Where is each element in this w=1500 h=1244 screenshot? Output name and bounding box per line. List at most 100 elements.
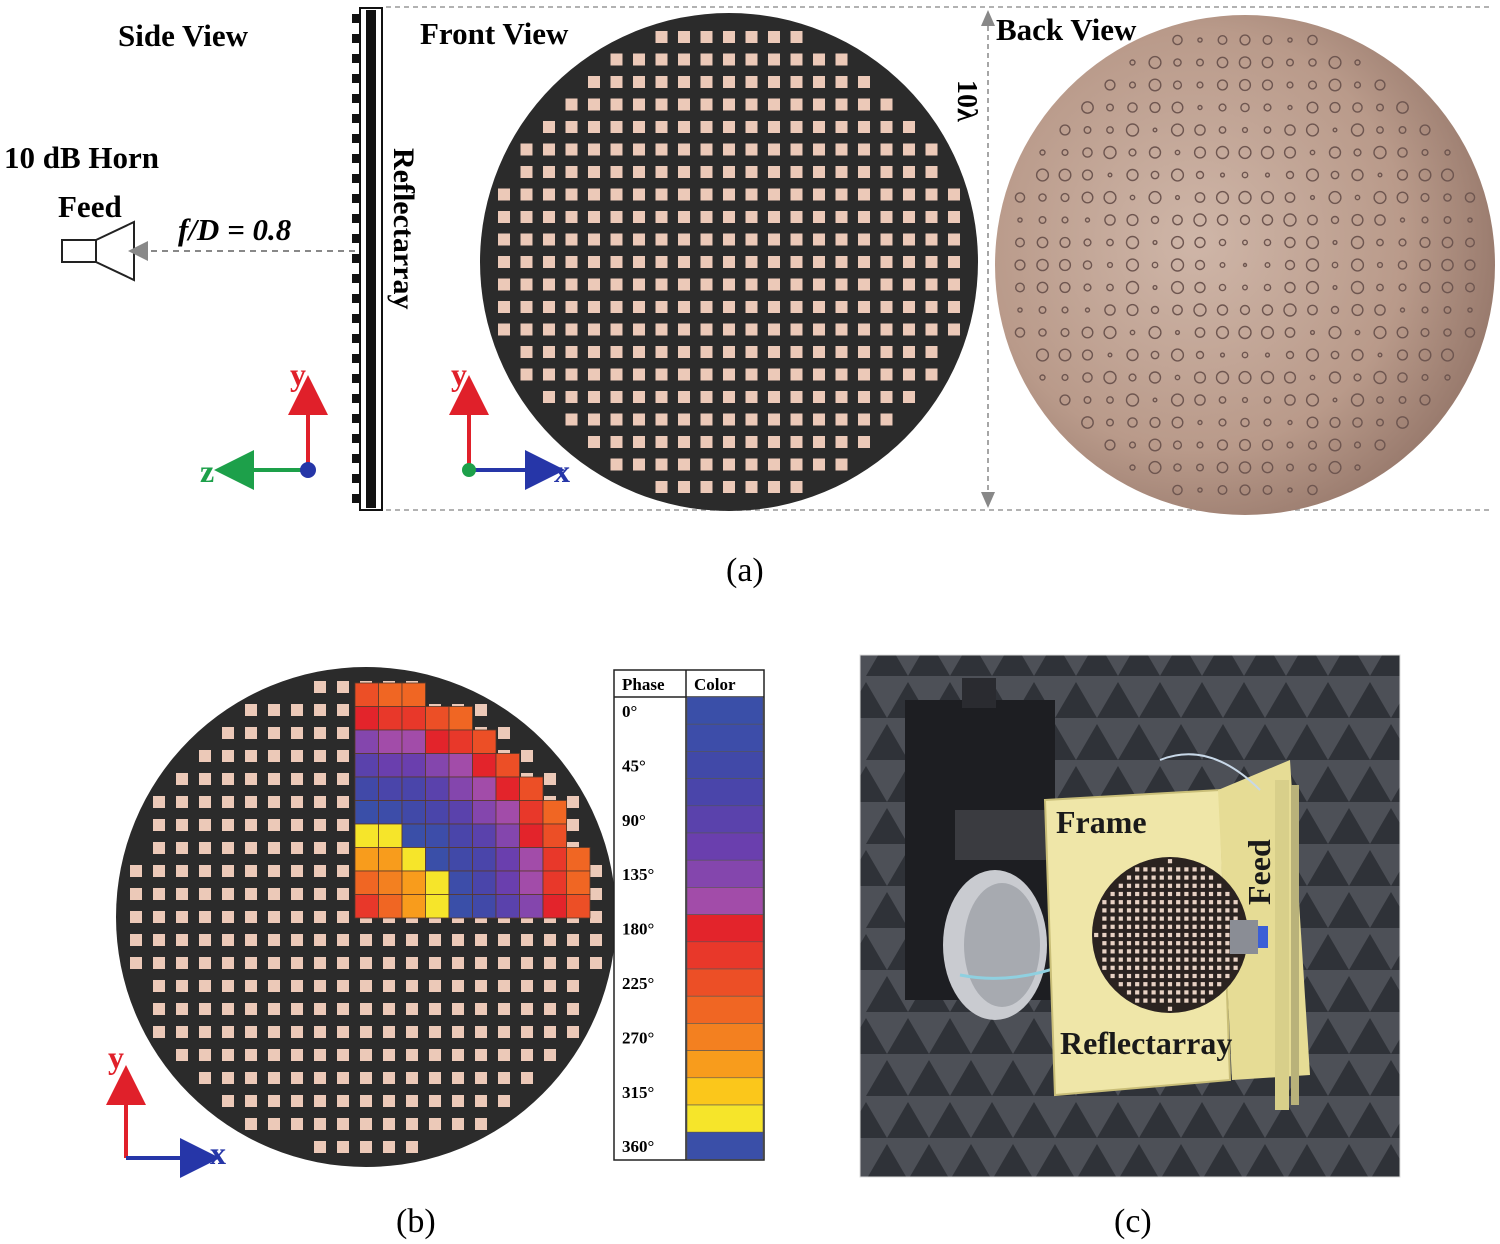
- phase-map-patch: [314, 681, 326, 693]
- phase-map-patch: [383, 1049, 395, 1061]
- back-ring: [1421, 148, 1429, 157]
- front-patch: [678, 143, 690, 156]
- photo-patch: [1176, 867, 1181, 872]
- front-patch: [565, 256, 578, 268]
- front-patch: [633, 458, 645, 471]
- front-patch: [790, 98, 803, 111]
- back-ring: [1195, 58, 1204, 67]
- phase-map-patch: [222, 957, 234, 969]
- phase-cell: [425, 847, 450, 872]
- back-ring: [1441, 258, 1454, 272]
- phase-map-patch: [245, 796, 257, 808]
- back-ring: [1215, 325, 1230, 340]
- phase-map-patch: [383, 980, 395, 992]
- phase-cell: [401, 706, 426, 731]
- absorber-pyramid: [993, 1144, 1033, 1177]
- absorber-pyramid: [1013, 1102, 1055, 1138]
- phase-cell: [354, 800, 379, 825]
- back-ring: [1332, 284, 1338, 291]
- front-patch: [498, 233, 510, 246]
- photo-patch: [1135, 932, 1140, 938]
- phase-map-patch: [153, 957, 165, 969]
- back-ring: [1148, 55, 1162, 70]
- absorber-pyramid: [1307, 682, 1349, 718]
- phase-cell: [472, 847, 497, 872]
- front-patch: [610, 121, 623, 133]
- front-patch: [790, 346, 803, 358]
- photo-patch: [1192, 900, 1197, 905]
- front-patch: [903, 301, 915, 313]
- back-ring: [1218, 238, 1227, 247]
- front-patch: [858, 391, 870, 403]
- phase-cell: [378, 753, 403, 778]
- back-ring: [1350, 393, 1365, 407]
- back-ring: [1241, 171, 1249, 179]
- back-ring: [1197, 487, 1203, 493]
- absorber-pyramid: [1328, 1060, 1370, 1096]
- phase-map-patch: [383, 1095, 395, 1107]
- front-patch: [880, 98, 893, 111]
- front-patch: [903, 278, 915, 291]
- photo-patch: [1192, 932, 1197, 938]
- front-patch: [768, 278, 780, 291]
- front-patch: [768, 413, 780, 426]
- front-patch: [565, 121, 578, 133]
- absorber-pyramid: [1055, 1186, 1097, 1222]
- phase-map-patch: [176, 957, 188, 969]
- absorber-pyramid: [1370, 655, 1400, 676]
- photo-patch: [1225, 908, 1230, 913]
- side-view-label: Side View: [118, 18, 249, 53]
- absorber-pyramid: [1076, 655, 1118, 676]
- photo-patch: [1192, 867, 1197, 872]
- absorber-pyramid: [1181, 1102, 1223, 1138]
- front-patch: [633, 301, 645, 313]
- absorber-pyramid: [1349, 850, 1391, 886]
- front-patch: [633, 413, 645, 426]
- side-patch: [352, 414, 360, 423]
- front-patch: [723, 121, 735, 133]
- front-patch: [768, 481, 780, 493]
- photo-patch: [1151, 916, 1156, 921]
- front-patch: [723, 98, 735, 111]
- phase-map-patch: [521, 1026, 533, 1038]
- phase-map-patch: [406, 1141, 418, 1153]
- front-patch: [813, 256, 825, 268]
- front-patch: [723, 53, 735, 66]
- back-ring: [1150, 350, 1160, 360]
- front-patch: [655, 31, 668, 43]
- absorber-pyramid: [992, 1060, 1034, 1096]
- back-ring: [1197, 419, 1203, 426]
- front-patch: [768, 143, 780, 156]
- phase-cell: [354, 847, 379, 872]
- phase-map-patch: [291, 865, 303, 877]
- front-patch: [655, 346, 668, 358]
- front-patch: [543, 391, 555, 403]
- back-ring: [1419, 236, 1431, 249]
- legend-swatch: [686, 778, 764, 807]
- back-ring: [1284, 192, 1296, 203]
- back-ring: [1328, 190, 1342, 205]
- front-patch: [903, 256, 915, 268]
- back-ring: [1148, 190, 1162, 205]
- phase-cell: [425, 870, 450, 895]
- photo-patch: [1151, 941, 1156, 946]
- phase-map-patch: [314, 842, 326, 854]
- back-ring: [1017, 217, 1023, 223]
- front-patch: [925, 143, 938, 156]
- front-patch: [520, 368, 533, 381]
- photo-patch: [1200, 973, 1205, 979]
- phase-cell: [448, 894, 473, 919]
- front-patch: [655, 391, 668, 403]
- phase-map-patch: [245, 1095, 257, 1107]
- absorber-pyramid: [1371, 1144, 1400, 1177]
- phase-map-patch: [406, 957, 418, 969]
- phase-map-patch: [245, 819, 257, 831]
- photo-patch: [1110, 908, 1115, 913]
- back-ring: [1172, 484, 1183, 496]
- front-patch: [678, 31, 690, 43]
- front-patch: [723, 211, 735, 223]
- photo-patch: [1208, 941, 1214, 946]
- back-ring: [1172, 80, 1183, 90]
- front-patch: [543, 278, 555, 291]
- back-ring: [1038, 215, 1047, 224]
